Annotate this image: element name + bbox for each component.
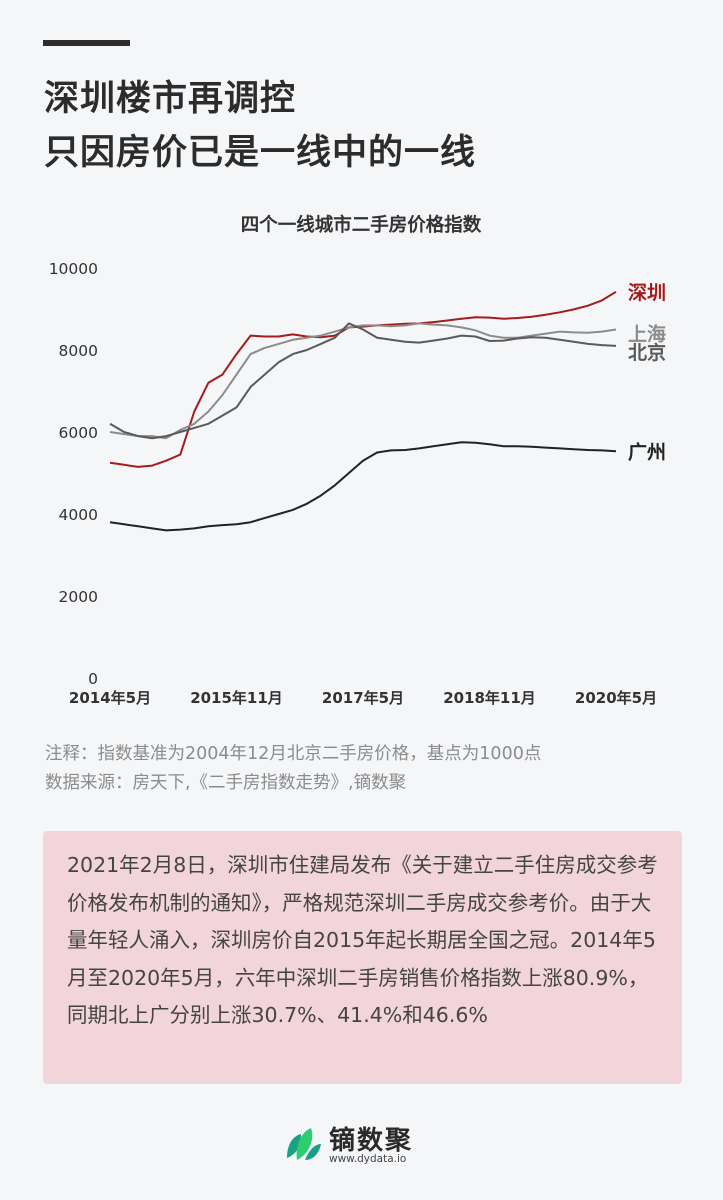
headline-line-1: 深圳楼市再调控 (44, 79, 297, 119)
y-tick-label: 6000 (59, 424, 98, 442)
series-line (109, 441, 617, 532)
brand-logo: 镝数聚 www.dydata.io (283, 1120, 443, 1168)
leaf-logo-icon (287, 1128, 321, 1160)
y-tick-label: 10000 (49, 260, 98, 278)
series-line (109, 322, 617, 440)
y-tick-label: 0 (88, 670, 98, 688)
note-baseline: 注释：指数基准为2004年12月北京二手房价格，基点为1000点 (45, 744, 542, 764)
headline-line-2: 只因房价已是一线中的一线 (44, 133, 477, 173)
x-tick-label: 2017年5月 (322, 689, 404, 707)
x-tick-label: 2018年11月 (443, 689, 536, 707)
y-tick-label: 2000 (59, 588, 98, 606)
price-index-chart: 四个一线城市二手房价格指数 0 2000 4000 6000 8000 10000 201… (49, 214, 666, 707)
brand-name: 镝数聚 (329, 1126, 414, 1156)
series-lines (109, 290, 617, 532)
chart-title: 四个一线城市二手房价格指数 (241, 214, 482, 236)
summary-card: 2021年2月8日，深圳市住建局发布《关于建立二手住房成交参考价格发布机制的通知… (43, 831, 682, 1084)
summary-text: 2021年2月8日，深圳市住建局发布《关于建立二手住房成交参考价格发布机制的通知… (67, 853, 658, 1027)
series-line (109, 322, 617, 440)
series-line (109, 290, 617, 468)
y-tick-label: 4000 (59, 506, 98, 524)
note-source: 数据来源：房天下,《二手房指数走势》,镝数聚 (45, 773, 407, 793)
page-headline: 深圳楼市再调控 只因房价已是一线中的一线 (44, 72, 684, 180)
series-label: 广州 (628, 440, 666, 463)
x-tick-label: 2015年11月 (190, 689, 283, 707)
y-axis-ticks: 0 2000 4000 6000 8000 10000 (49, 260, 98, 688)
series-label: 北京 (628, 341, 666, 364)
x-tick-label: 2020年5月 (575, 689, 657, 707)
chart-notes: 注释：指数基准为2004年12月北京二手房价格，基点为1000点 数据来源：房天… (45, 740, 541, 798)
brand-url: www.dydata.io (329, 1153, 407, 1165)
x-axis-ticks: 2014年5月 2015年11月 2017年5月 2018年11月 2020年5月 (69, 689, 657, 707)
series-label: 上海 (628, 323, 666, 346)
x-tick-label: 2014年5月 (69, 689, 151, 707)
y-tick-label: 8000 (59, 342, 98, 360)
series-label: 深圳 (628, 281, 666, 304)
title-accent-bar (43, 40, 130, 46)
